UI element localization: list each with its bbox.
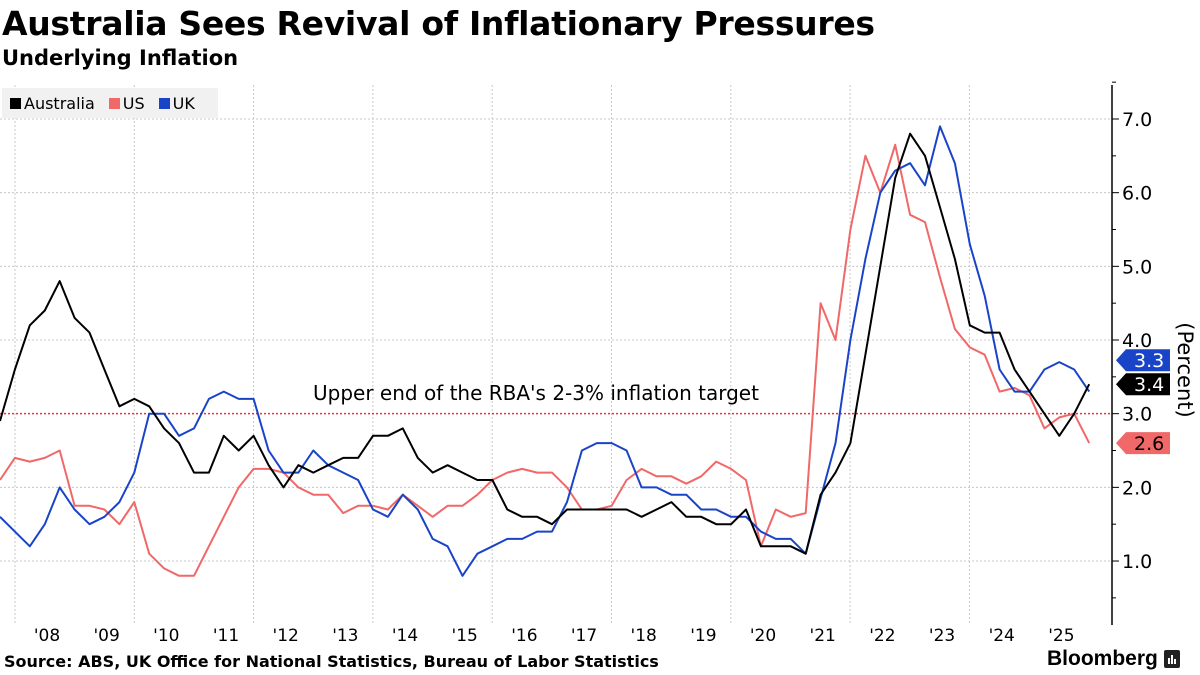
legend-label: Australia (24, 93, 95, 113)
legend-item-australia: Australia (10, 94, 95, 113)
value-tag-label: 3.4 (1134, 374, 1164, 396)
chart-subtitle: Underlying Inflation (2, 46, 239, 70)
x-tick-label: '22 (869, 626, 895, 646)
legend-swatch (10, 97, 21, 109)
x-tick-label: '25 (1048, 626, 1074, 646)
gridlines (0, 85, 1112, 625)
x-tick-label: '20 (750, 626, 776, 646)
x-tick-label: '11 (213, 626, 239, 646)
x-tick-label: '24 (989, 626, 1015, 646)
value-tag-us (1116, 432, 1170, 455)
y-tick-label: 4.0 (1122, 330, 1152, 352)
legend-item-uk: UK (158, 93, 195, 113)
x-axis: '08 '09 '10 '11 '12 '13 '14 '15 '16 '17 '18 '19 '20 '… (34, 626, 1075, 646)
x-tick-label: '12 (273, 626, 299, 646)
legend-label: US (122, 93, 145, 113)
source-note: Source: ABS, UK Office for National Stat… (4, 652, 659, 671)
value-tag-uk (1116, 349, 1170, 372)
legend-label: UK (172, 93, 195, 113)
legend: Australia US UK (2, 88, 218, 118)
y-tick-label: 1.0 (1122, 551, 1152, 573)
bloomberg-terminal-icon (1163, 650, 1180, 668)
y-tick-label: 2.0 (1122, 477, 1152, 499)
x-tick-label: '17 (571, 626, 597, 646)
y-tick-label: 3.0 (1122, 404, 1152, 426)
value-tag-label: 2.6 (1134, 433, 1164, 455)
series-line-us (0, 143, 1091, 577)
x-tick-label: '09 (94, 626, 120, 646)
x-tick-label: '15 (452, 626, 478, 646)
y-tick-label: 7.0 (1122, 109, 1152, 131)
legend-item-us: US (108, 93, 145, 113)
brand-name: Bloomberg (1047, 647, 1158, 670)
y-axis: 1.0 2.0 3.0 4.0 5.0 6.0 7.0 (Percent) (1111, 81, 1197, 625)
x-tick-label: '18 (631, 626, 657, 646)
legend-swatch (108, 97, 120, 109)
legend-swatch (158, 97, 170, 109)
x-tick-label: '23 (929, 626, 955, 646)
y-axis-title: (Percent) (1173, 322, 1197, 417)
x-tick-label: '19 (690, 626, 716, 646)
y-tick-label: 5.0 (1122, 256, 1152, 278)
series-lines (0, 125, 1091, 577)
x-tick-label: '16 (511, 626, 537, 646)
reference-line-label: Upper end of the RBA's 2-3% inflation ta… (313, 381, 759, 405)
y-tick-label: 6.0 (1122, 183, 1152, 205)
x-tick-label: '21 (810, 626, 836, 646)
brand-logo: Bloomberg (1047, 647, 1180, 671)
value-tag-australia (1116, 373, 1170, 396)
x-tick-label: '10 (153, 626, 179, 646)
chart-title: Australia Sees Revival of Inflationary P… (2, 4, 875, 43)
x-tick-label: '08 (34, 626, 60, 646)
last-value-tags: 3.3 2.6 3.4 (1116, 349, 1170, 455)
x-tick-label: '14 (392, 626, 418, 646)
series-line-uk (0, 125, 1091, 577)
reference-line-group: Upper end of the RBA's 2-3% inflation ta… (0, 381, 1112, 415)
value-tag-label: 3.3 (1134, 350, 1164, 372)
series-line-australia (0, 132, 1091, 555)
x-tick-label: '13 (332, 626, 358, 646)
